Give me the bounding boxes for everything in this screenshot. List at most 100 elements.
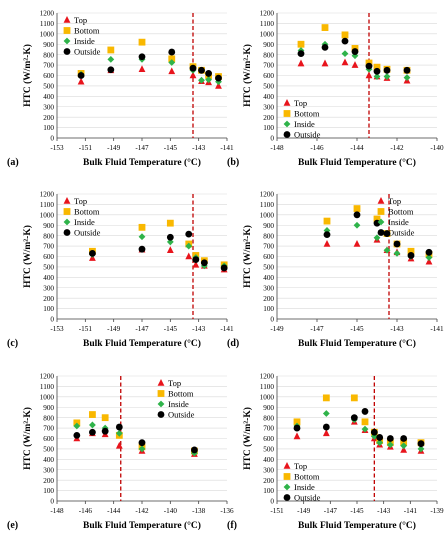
data-point-inside [323,227,331,234]
data-point-outside [321,43,329,51]
y-tick-label: 0 [270,135,274,143]
x-tick-label: -145 [350,507,364,515]
data-point-inside [185,242,193,250]
data-point-outside [89,249,96,257]
y-tick-label: 0 [50,316,54,324]
data-point-inside [403,74,411,81]
legend-label-inside: Inside [168,399,189,409]
y-tick-label: 100 [263,487,274,495]
y-tick-label: 300 [43,284,54,292]
y-tick-label: 0 [50,498,54,506]
legend-label-bottom: Bottom [388,207,414,217]
data-point-top [215,81,222,89]
x-tick-label: -143 [192,325,206,333]
legend-label-top: Top [74,15,87,25]
data-point-outside [198,66,205,74]
data-point-top [77,77,85,85]
legend-marker-inside [63,218,71,226]
y-tick-label: 200 [43,295,54,303]
legend-marker-bottom [63,208,71,215]
y-tick-label: 100 [43,487,54,495]
data-point-bottom [322,394,330,402]
data-point-bottom [323,217,331,225]
y-tick-label: 300 [263,284,274,292]
data-point-outside [417,440,425,448]
x-tick-label: -140 [164,507,178,515]
x-tick-label: -151 [79,144,93,152]
y-tick-label: 300 [43,466,54,474]
x-tick-label: -148 [50,507,64,515]
data-point-top [189,71,197,79]
y-tick-label: 1000 [40,211,55,219]
y-tick-label: 500 [43,446,54,454]
data-point-bottom [166,219,174,227]
data-point-outside [220,264,228,272]
legend-label-bottom: Bottom [294,109,320,119]
x-tick-label: -145 [164,144,178,152]
y-tick-label: 1200 [40,191,55,199]
legend-label-bottom: Bottom [74,207,100,217]
data-point-outside [115,423,123,431]
legend-marker-outside [63,229,71,236]
legend-label-top: Top [294,98,307,108]
data-point-top [115,441,123,449]
x-tick-label: -151 [270,507,284,515]
legend-label-outside: Outside [168,410,195,420]
legend-marker-outside [283,131,291,138]
x-tick-label: -142 [390,144,404,152]
y-axis-title: HTC (W/m²-K) [242,225,253,288]
legend-label-top: Top [168,378,181,388]
legend-label-inside: Inside [74,36,95,46]
x-tick-label: -145 [350,325,364,333]
data-point-bottom [101,414,109,422]
y-tick-label: 1000 [260,30,275,38]
data-point-top [166,246,174,254]
x-tick-label: -146 [79,507,93,515]
data-point-top [365,71,373,79]
x-tick-label: -141 [404,507,418,515]
legend-label-bottom: Bottom [74,26,100,36]
data-point-outside [351,48,359,55]
data-point-outside [166,233,174,241]
data-point-outside [205,70,212,77]
data-point-bottom [341,31,349,39]
legend-marker-inside [377,218,385,226]
legend-label-outside: Outside [294,493,321,503]
x-tick-label: -149 [107,325,121,333]
legend-label-outside: Outside [388,228,415,238]
data-point-outside [101,427,109,435]
y-tick-label: 800 [263,51,274,59]
data-point-outside [361,408,369,415]
data-point-top [297,59,305,67]
y-tick-label: 900 [43,222,54,230]
y-tick-label: 600 [43,72,54,80]
legend-marker-top [63,16,71,23]
x-axis-title: Bulk Fluid Temperature (°C) [83,520,201,531]
legend-marker-bottom [283,473,291,480]
y-tick-label: 100 [263,124,274,132]
data-point-outside [365,62,373,70]
y-tick-label: 500 [43,264,54,272]
x-tick-label: -141 [220,144,234,152]
legend-label-top: Top [294,461,307,471]
y-tick-label: 500 [43,83,54,91]
y-tick-label: 1000 [40,30,55,38]
y-tick-label: 200 [43,114,54,122]
y-tick-label: 700 [43,243,54,251]
x-tick-label: -144 [107,507,121,515]
y-tick-label: 600 [263,72,274,80]
x-tick-label: -148 [270,144,284,152]
data-point-inside [115,429,123,437]
panel-label: (d) [227,338,239,349]
y-tick-label: 400 [43,456,54,464]
y-tick-label: 900 [263,404,274,412]
data-point-top [293,432,301,440]
y-tick-label: 300 [263,103,274,111]
data-point-outside [191,446,198,454]
y-tick-label: 100 [263,305,274,313]
data-point-inside [107,55,115,63]
chart-panel-d: 0 100 200 300 400 500 600 700 800 900 1000 1100 1200… [227,191,444,349]
data-point-outside [293,424,301,432]
y-axis-title: HTC (W/m²-K) [22,225,33,288]
